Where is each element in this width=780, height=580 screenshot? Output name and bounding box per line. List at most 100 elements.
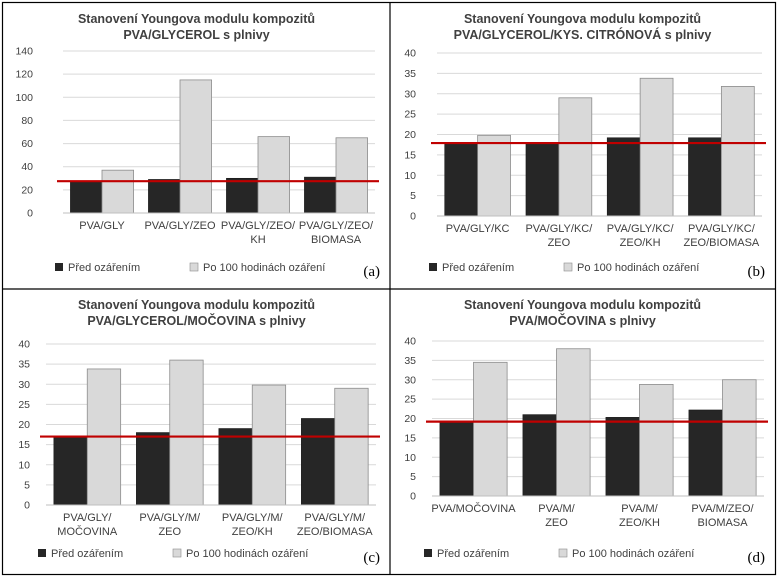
bar-before — [444, 142, 478, 217]
y-tick-label: 20 — [404, 413, 416, 425]
y-tick-label: 30 — [404, 88, 416, 100]
bar-before — [148, 179, 181, 214]
category-label-line: PVA/GLY/KC — [446, 223, 510, 235]
category-label-line: PVA/GLY — [79, 220, 125, 232]
bar-after — [639, 384, 674, 497]
legend-swatch-after — [172, 548, 182, 558]
legend-swatch-before — [55, 263, 63, 271]
y-tick-label: 10 — [404, 452, 416, 464]
y-tick-label: 5 — [24, 479, 30, 491]
panel-letter: (b) — [748, 264, 766, 280]
category-label-line: PVA/GLY/M/ — [304, 512, 366, 524]
bar-before — [70, 181, 103, 214]
y-tick-label: 80 — [21, 115, 33, 127]
y-tick-label: 25 — [404, 394, 416, 406]
legend-label-before: Před ozářením — [442, 262, 514, 274]
y-tick-label: 40 — [21, 161, 33, 173]
chart-title-line: Stanovení Youngova modulu kompozitů — [464, 298, 701, 312]
category-label: PVA/GLY/KC/ZEO — [525, 223, 593, 249]
legend-label-before: Před ozářením — [437, 548, 509, 560]
chart-title-line: PVA/GLYCEROL/MOČOVINA s plnivy — [87, 313, 305, 328]
chart-title: Stanovení Youngova modulu kompozitů PVA/G… — [78, 12, 315, 42]
chart-title: Stanovení Youngova modulu kompozitů PVA/G… — [78, 298, 315, 328]
category-label-line: ZEO/KH — [620, 237, 661, 249]
legend-label-after: Po 100 hodinách ozáření — [572, 548, 694, 560]
legend-swatch-after — [558, 548, 568, 558]
chart-title-line: Stanovení Youngova modulu kompozitů — [78, 12, 315, 26]
bar-after — [477, 134, 511, 217]
legend-label-after: Po 100 hodinách ozáření — [577, 262, 699, 274]
y-tick-label: 30 — [18, 379, 30, 391]
y-tick-label: 35 — [404, 68, 416, 80]
category-label: PVA/MOČOVINA — [431, 502, 516, 515]
y-tick-label: 10 — [404, 170, 416, 182]
bar-before — [525, 142, 560, 217]
category-label-line: ZEO/KH — [232, 526, 273, 538]
category-label-line: ZEO/KH — [619, 517, 660, 529]
category-label-line: PVA/GLY/M/ — [139, 512, 201, 524]
y-tick-label: 35 — [404, 355, 416, 367]
chart-title-line: PVA/MOČOVINA s plnivy — [509, 313, 656, 328]
bar-after — [720, 86, 755, 217]
bar-before — [301, 418, 336, 506]
category-label: PVA/GLY/KC/ZEO/KH — [607, 223, 675, 249]
category-label: PVA/M/ZEO — [538, 503, 575, 529]
bar-after — [335, 137, 368, 214]
y-tick-label: 20 — [404, 129, 416, 141]
legend-swatch-before — [424, 549, 432, 557]
category-label-line: ZEO — [545, 517, 568, 529]
category-label-line: MOČOVINA — [57, 525, 118, 538]
chart-title-line: PVA/GLYCEROL/KYS. CITRÓNOVÁ s plnivy — [454, 27, 712, 42]
category-label-line: PVA/MOČOVINA — [431, 502, 516, 515]
y-tick-label: 20 — [21, 184, 33, 196]
legend-swatch-after — [189, 262, 199, 272]
legend-label-after: Po 100 hodinách ozáření — [203, 262, 325, 274]
chart-panel-a: Stanovení Youngova modulu kompozitů PVA/G… — [15, 12, 380, 280]
category-label-line: ZEO/BIOMASA — [683, 237, 759, 249]
legend-swatch-before — [429, 263, 437, 271]
category-label-line: PVA/GLY/ZEO/ — [299, 220, 374, 232]
y-tick-label: 100 — [15, 92, 33, 104]
bar-before — [226, 177, 259, 214]
chart-title-line: PVA/GLYCEROL s plnivy — [123, 28, 269, 42]
bar-after — [639, 77, 674, 217]
bar-after — [169, 359, 204, 506]
panel-letter: (a) — [363, 264, 380, 280]
category-label: PVA/GLY — [79, 220, 125, 232]
legend-swatch-before — [38, 549, 46, 557]
category-label: PVA/GLY/ZEO — [144, 220, 216, 232]
y-tick-label: 0 — [410, 491, 416, 503]
y-tick-label: 10 — [18, 459, 30, 471]
category-label-line: ZEO/BIOMASA — [297, 526, 373, 538]
bar-before — [218, 428, 253, 506]
legend-label-before: Před ozářením — [68, 262, 140, 274]
category-label-line: PVA/M/ — [621, 503, 658, 515]
y-tick-label: 0 — [410, 211, 416, 223]
category-label: PVA/GLY/ZEO/BIOMASA — [299, 220, 374, 246]
y-tick-label: 60 — [21, 138, 33, 150]
category-label: PVA/GLY/M/ZEO/KH — [222, 512, 284, 538]
y-tick-label: 0 — [24, 500, 30, 512]
bar-before — [522, 414, 557, 497]
bar-before — [304, 176, 337, 214]
bar-before — [688, 137, 722, 217]
category-label-line: PVA/GLY/KC/ — [607, 223, 675, 235]
category-label-line: BIOMASA — [697, 517, 748, 529]
category-label-line: ZEO — [548, 237, 571, 249]
bar-after — [473, 361, 508, 497]
category-label: PVA/GLY/KC/ZEO/BIOMASA — [683, 223, 759, 249]
legend-label-before: Před ozářením — [51, 548, 123, 560]
y-tick-label: 40 — [404, 48, 416, 60]
bar-after — [101, 169, 134, 214]
category-label-line: KH — [250, 234, 265, 246]
category-label-line: BIOMASA — [311, 234, 362, 246]
chart-panel-c: Stanovení Youngova modulu kompozitů PVA/G… — [18, 298, 380, 566]
category-label-line: PVA/M/ — [538, 503, 575, 515]
legend-swatch-after — [563, 262, 573, 272]
chart-panel-d: Stanovení Youngova modulu kompozitů PVA/M… — [404, 298, 768, 566]
category-label-line: PVA/GLY/ZEO/ — [221, 220, 296, 232]
y-tick-label: 25 — [18, 399, 30, 411]
category-label-line: ZEO — [158, 526, 181, 538]
category-label: PVA/M/ZEO/KH — [619, 503, 660, 529]
